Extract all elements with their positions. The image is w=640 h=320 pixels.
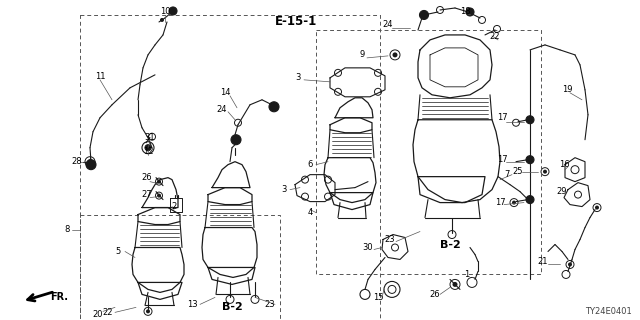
Circle shape [88, 159, 93, 164]
Text: 17: 17 [495, 198, 506, 207]
Circle shape [419, 11, 429, 20]
Circle shape [526, 116, 534, 124]
Text: 20: 20 [93, 310, 103, 319]
Text: B-2: B-2 [440, 239, 460, 250]
Circle shape [568, 262, 572, 267]
Text: 16: 16 [559, 160, 570, 169]
Text: 19: 19 [562, 85, 572, 94]
Circle shape [526, 196, 534, 204]
Text: 23: 23 [265, 300, 275, 309]
Text: 26: 26 [141, 173, 152, 182]
Text: 22: 22 [103, 308, 113, 317]
Circle shape [543, 170, 547, 174]
Text: 11: 11 [95, 72, 105, 81]
Text: 3: 3 [282, 185, 287, 194]
Text: B-2: B-2 [221, 302, 243, 312]
Text: 26: 26 [429, 290, 440, 299]
Circle shape [169, 7, 177, 15]
Text: 8: 8 [64, 225, 70, 234]
Text: 10: 10 [160, 7, 170, 16]
Text: 30: 30 [363, 243, 373, 252]
Circle shape [269, 102, 279, 112]
Circle shape [145, 145, 151, 151]
Text: 14: 14 [220, 88, 230, 97]
Text: 6: 6 [307, 160, 313, 169]
Circle shape [157, 194, 161, 197]
Text: 9: 9 [360, 50, 365, 60]
Circle shape [157, 180, 161, 184]
Circle shape [231, 135, 241, 145]
Text: 25: 25 [513, 167, 524, 176]
Text: 17: 17 [497, 155, 508, 164]
Text: 12: 12 [143, 147, 153, 156]
Bar [80, 215, 280, 319]
Circle shape [452, 282, 458, 287]
Text: FR.: FR. [50, 292, 68, 302]
Text: 3: 3 [295, 73, 301, 82]
Text: 7: 7 [504, 170, 509, 179]
Text: 18: 18 [460, 7, 470, 16]
Circle shape [526, 156, 534, 164]
Text: 4: 4 [307, 208, 312, 217]
Text: 5: 5 [115, 247, 120, 256]
Text: 17: 17 [497, 113, 508, 122]
Circle shape [512, 201, 516, 204]
Circle shape [466, 8, 474, 16]
Bar [80, 15, 380, 319]
Circle shape [146, 309, 150, 313]
Text: TY24E0401: TY24E0401 [585, 307, 632, 316]
Text: 27: 27 [141, 190, 152, 199]
Circle shape [86, 160, 96, 170]
Text: E-15-1: E-15-1 [275, 15, 317, 28]
Text: 13: 13 [187, 300, 197, 309]
Text: 21: 21 [538, 257, 548, 266]
Circle shape [392, 52, 397, 57]
Text: 2: 2 [172, 202, 177, 211]
Text: 1: 1 [465, 270, 470, 279]
Text: 29: 29 [557, 187, 567, 196]
Text: 24: 24 [383, 20, 393, 29]
Text: 24: 24 [217, 105, 227, 114]
Text: 28: 28 [72, 157, 83, 166]
Text: 23: 23 [385, 235, 396, 244]
Text: 31: 31 [145, 133, 156, 142]
Text: 15: 15 [372, 293, 383, 302]
Circle shape [595, 205, 599, 210]
Circle shape [160, 18, 164, 22]
Text: 22: 22 [490, 32, 500, 41]
Bar [316, 30, 541, 275]
